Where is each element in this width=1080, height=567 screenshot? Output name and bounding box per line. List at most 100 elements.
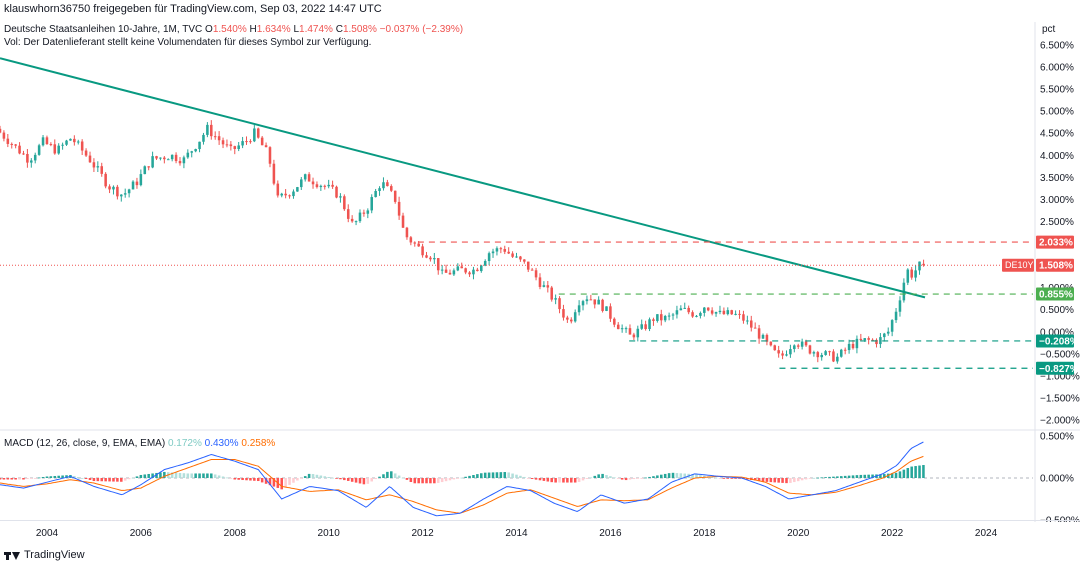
brand-name: TradingView [24, 549, 85, 561]
macd-histogram-bar [546, 478, 550, 482]
macd-histogram-bar [785, 478, 788, 484]
candle-body [589, 299, 593, 301]
macd-histogram-bar [757, 478, 761, 481]
symbol-line: Deutsche Staatsanleihen 10-Jahre, 1M, TV… [4, 24, 203, 35]
macd-histogram-bar [96, 478, 100, 482]
macd-histogram-bar [730, 478, 733, 479]
candle-body [393, 190, 397, 202]
candle-body [366, 210, 370, 214]
candle-body [605, 306, 608, 311]
brand-footer[interactable]: TradingView [4, 549, 85, 561]
candle-body [722, 310, 726, 315]
macd-histogram-bar [800, 478, 804, 481]
macd-histogram-bar [847, 475, 851, 478]
macd-histogram-bar [319, 475, 323, 478]
macd-histogram-bar [616, 478, 620, 479]
macd-histogram-bar [753, 478, 757, 481]
candle-body [303, 174, 307, 180]
candle-body [800, 341, 804, 347]
candle-body [155, 156, 158, 159]
macd-histogram-bar [194, 473, 197, 478]
macd-histogram-bar [601, 473, 604, 478]
candle-body [170, 154, 174, 160]
macd-histogram-bar [33, 478, 37, 479]
candle-body [390, 186, 393, 191]
macd-histogram-bar [370, 478, 373, 482]
macd-histogram-bar [699, 475, 702, 478]
candle-body [116, 186, 119, 197]
candle-body [703, 307, 706, 313]
macd-histogram-bar [198, 473, 201, 478]
time-tick-label: 2020 [787, 528, 810, 539]
macd-line [0, 441, 924, 517]
macd-histogram-bar [562, 478, 565, 483]
price-tick-label: 3.500% [1040, 173, 1074, 184]
macd-histogram-bar [57, 475, 60, 478]
macd-histogram-bar [182, 473, 186, 478]
macd-title: MACD (12, 26, close, 9, EMA, EMA) [4, 438, 166, 449]
price-badge [1036, 235, 1074, 249]
candle-body [558, 298, 561, 310]
candle-body [906, 269, 910, 283]
macd-histogram-bar [511, 473, 514, 478]
macd-histogram-bar [812, 477, 816, 479]
macd-histogram-bar [867, 474, 870, 478]
candle-body [61, 144, 64, 146]
macd-histogram-bar [22, 478, 25, 480]
candle-body [358, 212, 362, 222]
candle-body [108, 186, 111, 190]
candle-body [327, 184, 330, 187]
macd-histogram-bar [237, 478, 240, 480]
candle-body [139, 174, 143, 186]
macd-histogram-bar [45, 476, 49, 478]
candle-body [120, 194, 123, 197]
macd-histogram-bar [135, 476, 139, 478]
macd-histogram-bar [652, 476, 655, 478]
time-axis[interactable]: 2004 2006 2008 2010 2012 2014 2016 2018 2020 2022… [0, 520, 1080, 546]
candle-body [726, 310, 730, 315]
candle-body [92, 162, 96, 168]
candle-body [300, 179, 303, 188]
candle-body [202, 134, 205, 142]
price-badge-label: −0.208% [1039, 336, 1079, 347]
macd-histogram-bar [358, 478, 362, 484]
macd-histogram-bar [249, 478, 252, 481]
candle-body [886, 331, 890, 334]
macd-histogram-bar [726, 478, 730, 479]
price-badge-label: −0.827% [1039, 364, 1079, 375]
candle-body [307, 174, 311, 182]
candle-body [859, 338, 863, 341]
macd-histogram-bar [307, 473, 311, 478]
macd-histogram-bar [519, 475, 522, 478]
price-pane[interactable]: 6.500% 6.000% 5.500% 5.000% 4.500% 4.000% 3.50… [0, 22, 1080, 432]
candle-body [487, 253, 491, 262]
candle-body [824, 351, 827, 355]
time-tick-label: 2014 [505, 528, 528, 539]
candle-body [49, 144, 53, 146]
macd-histogram-bar [296, 478, 299, 481]
candle-body [147, 166, 150, 168]
time-tick-label: 2012 [411, 528, 434, 539]
macd-pane[interactable]: 0.500% 0.000% −0.500% [0, 432, 1080, 522]
candle-body [405, 227, 409, 238]
candle-body [519, 256, 522, 260]
candle-body [233, 146, 237, 150]
price-tick-label: −0.500% [1040, 349, 1080, 360]
macd-histogram-bar [84, 478, 88, 480]
macd-histogram-bar [648, 476, 651, 478]
macd-histogram-bar [241, 478, 244, 481]
candle-body [652, 319, 655, 321]
macd-histogram-bar [73, 475, 76, 478]
macd-histogram-bar [433, 478, 436, 484]
candle-body [456, 266, 460, 271]
candle-body [151, 156, 154, 168]
candle-body [671, 314, 675, 316]
macd-histogram-bar [300, 478, 303, 479]
candle-body [734, 313, 737, 315]
candle-body [898, 300, 902, 312]
time-tick-label: 2006 [130, 528, 153, 539]
time-tick-label: 2016 [599, 528, 622, 539]
candle-body [636, 328, 640, 338]
macd-histogram-bar [644, 477, 647, 479]
candle-body [221, 140, 225, 145]
